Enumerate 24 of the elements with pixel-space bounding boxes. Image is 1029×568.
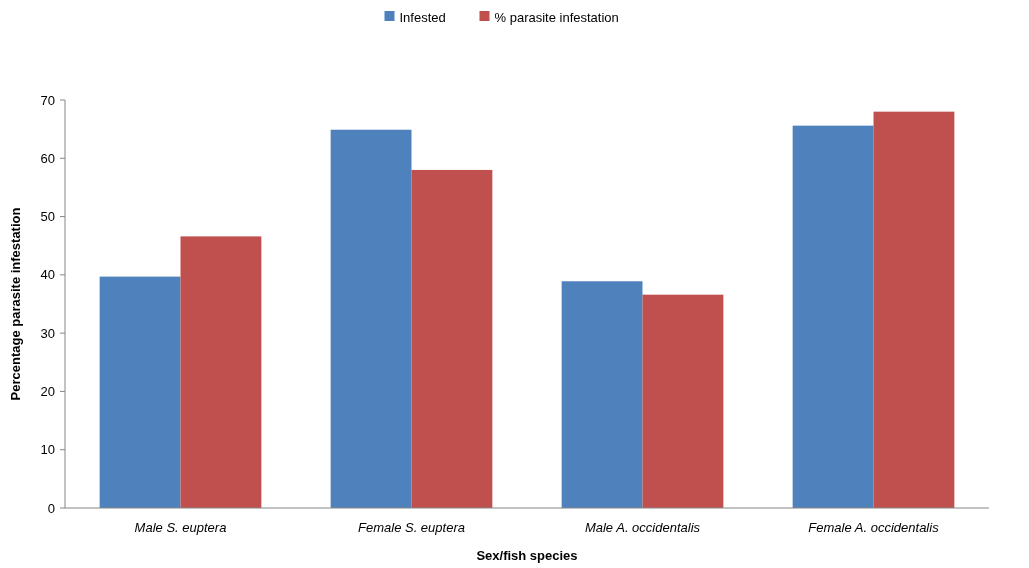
y-tick-label: 70 bbox=[40, 92, 55, 108]
bar bbox=[330, 129, 412, 508]
y-axis-title: Percentage parasite infestation bbox=[8, 207, 23, 401]
x-tick-label: Female S. euptera bbox=[358, 520, 465, 535]
legend-label: Infested bbox=[399, 9, 446, 25]
x-axis-title: Sex/fish species bbox=[476, 548, 578, 563]
y-tick-label: 60 bbox=[40, 150, 55, 166]
y-tick-label: 0 bbox=[47, 500, 55, 516]
x-tick-label: Male S. euptera bbox=[134, 520, 227, 535]
bar bbox=[642, 294, 724, 508]
y-tick-label: 20 bbox=[40, 383, 55, 399]
bar bbox=[180, 236, 262, 508]
y-tick-label: 30 bbox=[40, 325, 55, 341]
bar bbox=[411, 169, 493, 508]
y-tick-label: 10 bbox=[40, 442, 55, 458]
bar bbox=[792, 125, 874, 508]
y-tick-label: 40 bbox=[40, 267, 55, 283]
legend-label: % parasite infestation bbox=[494, 9, 619, 25]
bar bbox=[99, 276, 181, 508]
bar bbox=[561, 281, 643, 508]
x-tick-label: Female A. occidentalis bbox=[808, 520, 940, 535]
x-tick-label: Male A. occidentalis bbox=[584, 520, 701, 535]
bar bbox=[873, 111, 955, 508]
y-tick-label: 50 bbox=[40, 209, 55, 225]
